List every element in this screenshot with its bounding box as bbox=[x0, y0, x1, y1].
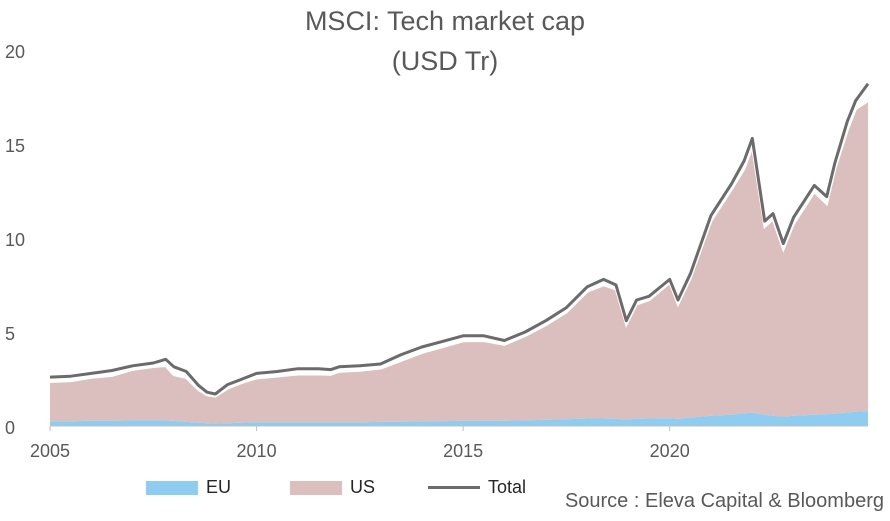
y-tick-label: 5 bbox=[5, 324, 15, 344]
eu-area bbox=[50, 411, 868, 426]
legend-swatch-total bbox=[428, 486, 480, 489]
legend-label-eu: EU bbox=[206, 477, 232, 497]
chart-subtitle: (USD Tr) bbox=[391, 46, 499, 76]
legend-label-total: Total bbox=[488, 477, 527, 497]
x-tick-label: 2015 bbox=[443, 441, 483, 461]
x-tick-label: 2020 bbox=[650, 441, 690, 461]
legend-swatch-eu bbox=[146, 480, 198, 495]
y-tick-label: 15 bbox=[5, 136, 25, 156]
source-note: Source : Eleva Capital & Bloomberg bbox=[564, 490, 884, 512]
legend-item-eu: EU bbox=[146, 477, 231, 498]
legend-swatch-us bbox=[290, 480, 342, 495]
area-top-edge bbox=[49, 99, 869, 398]
y-tick-label: 0 bbox=[5, 418, 15, 438]
legend-item-us: US bbox=[290, 477, 375, 498]
y-tick-label: 20 bbox=[5, 42, 25, 62]
legend-label-us: US bbox=[350, 477, 376, 497]
x-tick-label: 2005 bbox=[30, 441, 70, 461]
x-tick-label: 2010 bbox=[237, 441, 277, 461]
legend-item-total: Total bbox=[428, 477, 526, 498]
total-line bbox=[49, 82, 870, 396]
us-area bbox=[50, 100, 868, 424]
chart-title: MSCI: Tech market cap bbox=[304, 6, 586, 36]
chart-legend: EU US Total bbox=[0, 477, 890, 503]
y-tick-label: 10 bbox=[5, 230, 25, 250]
